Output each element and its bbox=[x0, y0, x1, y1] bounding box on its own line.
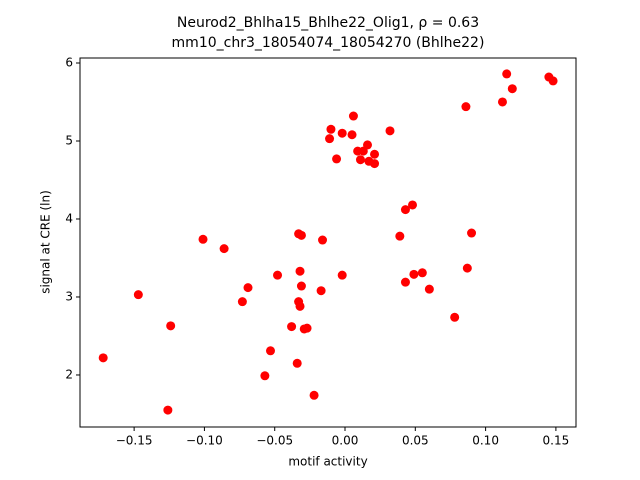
point bbox=[417, 268, 427, 278]
point bbox=[296, 281, 306, 291]
point bbox=[363, 140, 373, 150]
point bbox=[409, 269, 419, 279]
point bbox=[326, 124, 336, 134]
point bbox=[400, 277, 410, 287]
x-tick-label: 0.00 bbox=[332, 434, 359, 448]
point bbox=[243, 283, 253, 293]
point bbox=[325, 134, 335, 144]
x-tick-label: −0.05 bbox=[256, 434, 293, 448]
y-tick-label: 3 bbox=[65, 289, 73, 303]
point bbox=[337, 128, 347, 138]
point bbox=[295, 266, 305, 276]
point bbox=[302, 323, 312, 333]
chart-title: Neurod2_Bhlha15_Bhlhe22_Olig1, ρ = 0.63 bbox=[177, 15, 479, 31]
point bbox=[548, 76, 558, 86]
point bbox=[219, 244, 229, 254]
point bbox=[265, 346, 275, 356]
y-tick-label: 2 bbox=[65, 367, 73, 381]
x-tick-label: 0.10 bbox=[472, 434, 499, 448]
x-tick-label: 0.15 bbox=[543, 434, 570, 448]
point bbox=[292, 358, 302, 368]
x-tick-label: −0.10 bbox=[186, 434, 223, 448]
point bbox=[497, 97, 507, 107]
point bbox=[400, 205, 410, 215]
point bbox=[337, 270, 347, 280]
point bbox=[133, 290, 143, 300]
point bbox=[260, 371, 270, 381]
y-axis-label: signal at CRE (ln) bbox=[39, 190, 53, 294]
x-tick-label: 0.05 bbox=[402, 434, 429, 448]
point bbox=[273, 270, 283, 280]
point bbox=[467, 228, 477, 238]
point bbox=[163, 405, 173, 415]
point bbox=[287, 322, 297, 332]
point bbox=[385, 126, 395, 136]
y-tick-label: 4 bbox=[65, 211, 73, 225]
point bbox=[316, 286, 326, 296]
point bbox=[295, 301, 305, 311]
point bbox=[450, 312, 460, 322]
point bbox=[407, 200, 417, 210]
point bbox=[166, 321, 176, 331]
point bbox=[395, 231, 405, 241]
point bbox=[355, 155, 365, 165]
point bbox=[198, 234, 208, 244]
point bbox=[424, 284, 434, 294]
point bbox=[370, 159, 380, 169]
plot-frame bbox=[79, 57, 577, 428]
point bbox=[502, 69, 512, 79]
point bbox=[462, 263, 472, 273]
y-tick-label: 6 bbox=[65, 55, 73, 69]
point bbox=[296, 230, 306, 240]
point bbox=[461, 102, 471, 112]
point bbox=[507, 84, 517, 94]
point bbox=[309, 390, 319, 400]
point bbox=[347, 130, 357, 140]
chart-subtitle: mm10_chr3_18054074_18054270 (Bhlhe22) bbox=[172, 35, 485, 51]
point bbox=[370, 149, 380, 159]
y-tick-label: 5 bbox=[65, 133, 73, 147]
point bbox=[332, 154, 342, 164]
x-axis-label: motif activity bbox=[288, 455, 367, 469]
point bbox=[237, 297, 247, 307]
point bbox=[348, 111, 358, 121]
point bbox=[98, 353, 108, 363]
point bbox=[318, 235, 328, 245]
x-tick-label: −0.15 bbox=[116, 434, 153, 448]
